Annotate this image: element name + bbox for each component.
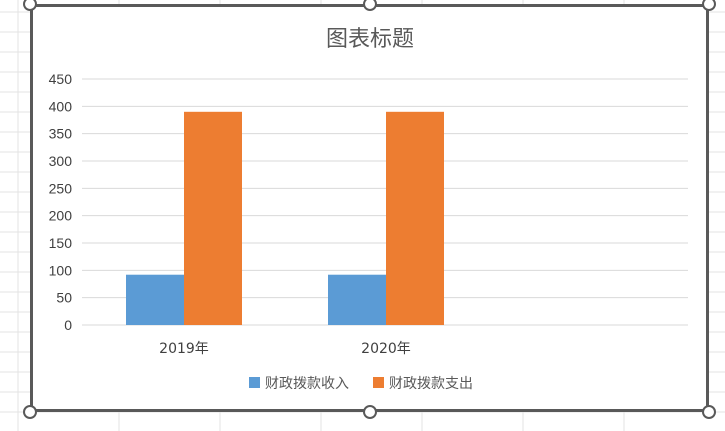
resize-handle-top-right[interactable] [702,0,716,11]
x-tick-label: 2020年 [361,341,411,357]
y-tick-label: 150 [49,235,73,251]
resize-handle-bottom-center[interactable] [363,405,377,419]
resize-handle-top-left[interactable] [23,0,37,11]
y-tick-label: 350 [49,126,73,142]
x-axis-labels: 2019年 2020年 [159,341,411,357]
chart-title[interactable]: 图表标题 [326,27,414,52]
bar-income-0 [126,274,184,325]
chart-area[interactable] [30,4,709,412]
resize-handle-bottom-left[interactable] [23,405,37,419]
y-tick-label: 200 [49,208,73,224]
bar-expenditure-1 [386,111,444,325]
y-tick-label: 100 [49,262,73,278]
legend-label: 财政拨款收入 [265,376,349,392]
y-axis-labels: 0 50 100 150 200 250 300 350 400 450 [49,71,73,333]
legend-label: 财政拨款支出 [389,376,473,392]
y-tick-label: 400 [49,98,73,114]
bar-expenditure-0 [184,111,242,325]
y-tick-label: 300 [49,153,73,169]
legend-swatch [249,377,260,388]
legend-swatch [373,377,384,388]
x-tick-label: 2019年 [159,341,209,357]
y-tick-label: 450 [49,71,73,87]
y-tick-label: 50 [56,290,72,306]
resize-handle-top-center[interactable] [363,0,377,11]
plot-bars [126,111,444,325]
y-tick-label: 0 [64,317,72,333]
legend[interactable]: 财政拨款收入 财政拨款支出 [249,376,473,392]
y-tick-label: 250 [49,180,73,196]
resize-handle-bottom-right[interactable] [702,405,716,419]
bar-income-1 [328,274,386,325]
